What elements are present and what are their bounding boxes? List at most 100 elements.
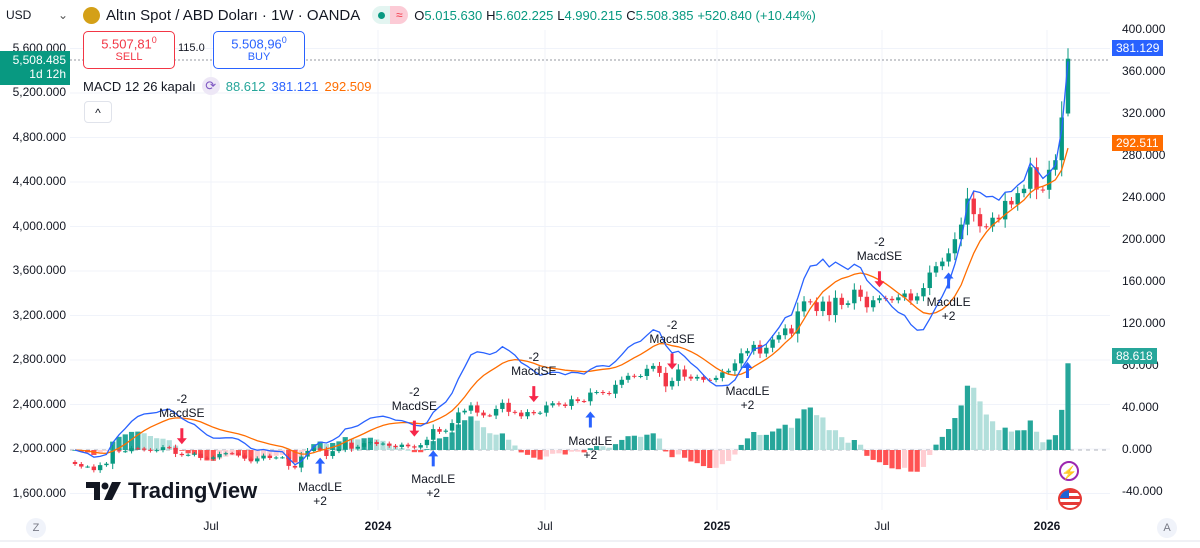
symbol-title[interactable]: Altın Spot / ABD Doları · 1W · OANDA	[106, 6, 361, 24]
histogram-bar	[455, 424, 461, 450]
macd-tick: 160.000	[1122, 274, 1166, 288]
tradingview-logo[interactable]: TradingView	[86, 478, 257, 504]
candle-body	[870, 300, 876, 308]
histogram-bar	[600, 446, 606, 450]
candle	[713, 375, 719, 383]
candle	[154, 448, 159, 453]
candle	[525, 409, 530, 420]
candle	[845, 300, 851, 308]
sell-button[interactable]: 5.507,810 SELL	[83, 31, 175, 69]
candle-body	[726, 370, 731, 373]
tradingview-logo-icon	[86, 482, 121, 500]
zoom-reset-button[interactable]: Z	[26, 518, 46, 538]
histogram-bar	[832, 430, 839, 450]
candle	[977, 207, 983, 233]
market-status-group[interactable]: ≈	[372, 6, 409, 24]
candle-body	[229, 453, 235, 455]
macd-legend[interactable]: MACD 12 26 kapalı ⟳ 88.612 381.121 292.5…	[83, 77, 372, 95]
lightning-event-icon[interactable]: ⚡	[1059, 461, 1079, 481]
histogram-bar	[506, 439, 512, 450]
candle	[588, 388, 593, 406]
histogram-bar	[638, 436, 644, 450]
candle	[167, 445, 172, 450]
candle	[625, 372, 631, 383]
candle-body	[110, 450, 115, 464]
buy-button[interactable]: 5.508,960 BUY	[213, 31, 305, 69]
refresh-icon[interactable]: ⟳	[201, 77, 220, 95]
candle-body	[607, 393, 612, 395]
collapse-legend-button[interactable]: ^	[84, 101, 112, 123]
candle-body	[600, 392, 606, 394]
histogram-bar	[738, 444, 744, 450]
histogram-bar	[1015, 430, 1021, 450]
candle-body	[148, 449, 153, 451]
histogram-bar	[273, 450, 279, 456]
candle-body	[713, 377, 719, 380]
currency-selector[interactable]: USD ⌄	[6, 8, 68, 22]
candle	[361, 440, 367, 450]
candle-body	[1059, 117, 1064, 161]
histogram-bar	[405, 449, 411, 451]
arrow-down-icon	[528, 386, 539, 403]
candle	[173, 444, 178, 458]
candle	[355, 444, 361, 451]
ohlc-readout: O5.015.630 H5.602.225 L4.990.215 C5.508.…	[414, 8, 816, 23]
candle	[399, 442, 405, 450]
candle-body	[908, 293, 914, 301]
candle-body	[468, 405, 474, 411]
histogram-bar	[487, 433, 493, 450]
histogram-bar	[625, 436, 631, 450]
time-tick: Jul	[874, 519, 890, 533]
candle-body	[437, 429, 442, 432]
candle	[179, 452, 185, 457]
candle-body	[179, 453, 185, 456]
candle-body	[864, 296, 870, 308]
candle	[280, 456, 285, 459]
candle-body	[500, 402, 505, 409]
histogram-bar	[1052, 435, 1059, 450]
histogram-bar	[795, 418, 801, 450]
candle	[116, 448, 122, 454]
histogram-bar	[1008, 431, 1015, 450]
candle	[110, 444, 115, 470]
candle-body	[204, 457, 210, 459]
histogram-bar	[499, 433, 505, 450]
histogram-bar	[248, 450, 254, 461]
candle	[437, 426, 442, 434]
histogram-bar	[531, 450, 537, 458]
candle	[217, 451, 222, 460]
candle-body	[927, 272, 932, 289]
histogram-bar	[254, 450, 260, 460]
candle	[688, 374, 694, 381]
candle-body	[462, 410, 467, 413]
candle-body	[135, 448, 141, 450]
arrow-up-icon	[428, 450, 439, 467]
candle-body	[412, 446, 417, 448]
candle-body	[242, 455, 247, 459]
candle-body	[1028, 167, 1033, 189]
candle-body	[764, 347, 769, 354]
candle-body	[506, 402, 511, 412]
candle-body	[852, 289, 857, 304]
candle	[569, 395, 574, 410]
auto-scale-button[interactable]: A	[1157, 518, 1177, 538]
candle-body	[1046, 169, 1052, 190]
candle-body	[839, 297, 844, 305]
histogram-bar	[700, 450, 707, 467]
candle-body	[1009, 200, 1014, 205]
candle	[418, 443, 423, 450]
price-tick: 3,600.000	[12, 263, 66, 277]
candle	[770, 335, 775, 353]
histogram-bar	[128, 431, 135, 450]
candle-body	[569, 399, 574, 406]
us-economic-event-icon[interactable]	[1058, 488, 1082, 510]
chevron-up-icon: ^	[95, 106, 101, 120]
histogram-bar	[845, 442, 851, 450]
candle-body	[487, 415, 492, 417]
hist-value: 88.612	[225, 78, 266, 94]
candle	[412, 444, 417, 450]
candle-body	[858, 289, 863, 297]
candle-body	[299, 456, 304, 468]
candle-body	[481, 412, 486, 416]
